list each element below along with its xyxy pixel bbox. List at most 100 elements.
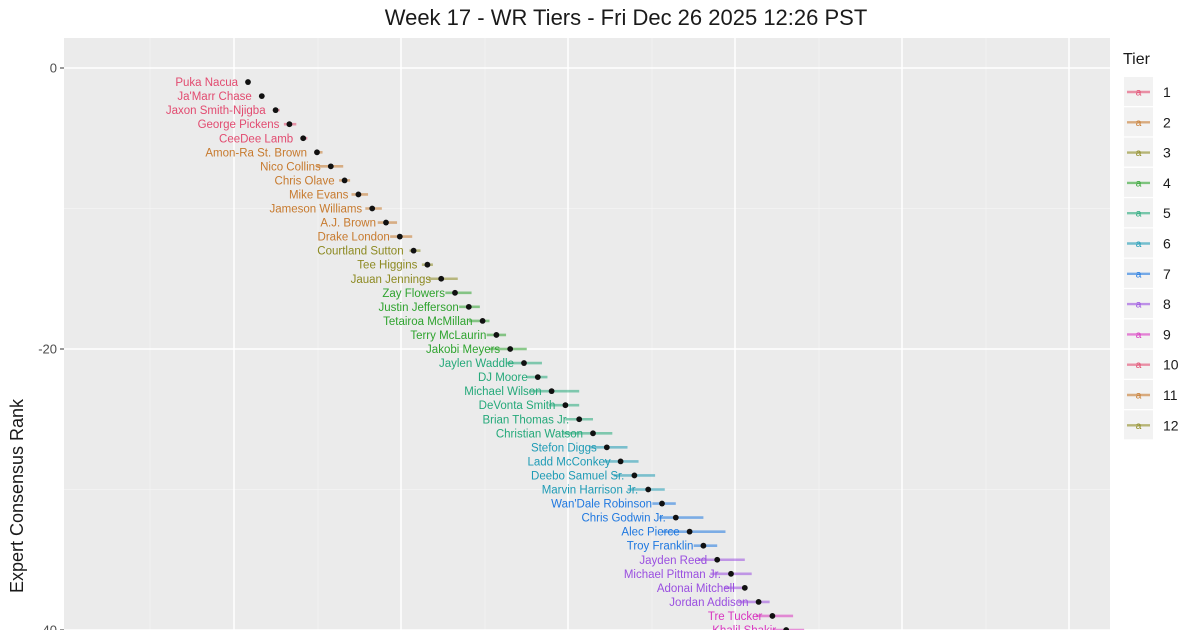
data-point [258,93,265,99]
data-point [741,584,748,591]
legend-key-glyph: a [1136,178,1142,189]
player-label: Jaylen Waddle [439,358,514,370]
player-label: Khalil Shakir [712,625,776,630]
data-point [783,627,790,630]
data-point [548,388,555,395]
chart-marks: Puka Nacua Ja'Marr Chase Jaxon Smith-Njigb… [166,77,805,630]
player-label: Terry McLaurin [410,330,486,342]
data-point [521,360,527,366]
player-label: Jaxon Smith-Njigba [166,105,266,117]
y-axis: 0 -20 -40 [38,61,64,630]
legend-label: 7 [1163,266,1171,282]
player-label: Puka Nacua [175,77,238,89]
legend-key-glyph: a [1136,300,1142,311]
legend-key-glyph: a [1136,239,1142,250]
data-point [355,191,362,198]
legend-key-glyph: a [1136,421,1142,432]
legend-key-glyph: a [1136,330,1142,341]
player-label: DJ Moore [478,372,528,384]
player-label: Adonai Mitchell [657,583,735,595]
chart-title: Week 17 - WR Tiers - Fri Dec 26 2025 12:… [385,5,868,30]
data-point [507,346,514,352]
data-point [327,163,334,170]
data-point [479,318,486,324]
player-label: Wan'Dale Robinson [551,499,652,511]
player-label: Zay Flowers [382,288,445,300]
legend-label: 5 [1163,205,1171,221]
data-point [272,107,279,114]
legend-label: 12 [1163,417,1179,433]
legend-key-glyph: a [1136,118,1142,129]
player-label: Marvin Harrison Jr. [542,485,639,497]
data-point [631,472,638,479]
player-label: Alec Pierce [621,527,679,539]
legend-label: 9 [1163,326,1171,342]
player-label: DeVonta Smith [479,400,556,412]
y-tick-label: 0 [50,61,57,76]
plot-panel [64,38,1110,630]
player-label: Ladd McConkey [527,456,610,468]
y-tick-label: -40 [38,623,57,630]
data-point [769,613,776,619]
legend-key-glyph: a [1136,88,1142,99]
player-label: Jordan Addison [669,597,748,609]
data-point [424,261,431,268]
data-point [314,149,320,156]
data-point [617,458,624,465]
legend-title: Tier [1123,51,1151,68]
legend-key-glyph: a [1136,360,1142,371]
player-label: A.J. Brown [320,218,376,230]
player-label: Mike Evans [289,189,349,201]
player-label: Tee Higgins [357,260,417,272]
player-label: Jameson Williams [270,204,363,216]
grid-minor [64,38,1110,630]
legend-key-glyph: a [1136,391,1142,402]
player-label: George Pickens [198,119,280,131]
legend-key-glyph: a [1136,209,1142,220]
player-label: Justin Jefferson [378,302,458,314]
data-point [493,332,500,338]
legend-label: 6 [1163,236,1171,252]
data-point [672,514,679,521]
player-label: Stefon Diggs [531,442,597,454]
data-point [300,135,307,142]
data-point [534,374,541,380]
player-label: Nico Collins [260,161,321,173]
data-point [659,500,665,507]
player-label: Troy Franklin [627,541,694,553]
player-label: Deebo Samuel Sr. [531,470,624,482]
player-label: Jayden Reed [639,555,707,567]
y-tick-label: -20 [38,342,57,357]
legend-label: 1 [1163,84,1171,100]
player-label: Jauan Jennings [351,274,432,286]
player-label: Michael Pittman Jr. [624,569,721,581]
player-label: Courtland Sutton [317,246,403,258]
legend-label: 2 [1163,114,1171,130]
player-label: Amon-Ra St. Brown [205,147,307,159]
data-point [755,599,762,605]
legend-key-glyph: a [1136,148,1142,159]
data-point [341,177,348,184]
legend-label: 4 [1163,175,1171,191]
data-point [438,275,445,282]
y-axis-title: Expert Consensus Rank [7,398,27,593]
legend-label: 10 [1163,357,1179,373]
data-point [700,542,707,549]
data-point [383,219,389,226]
data-point [245,79,251,85]
legend-label: 3 [1163,145,1171,161]
player-label: Jakobi Meyers [426,344,500,356]
player-label: CeeDee Lamb [219,133,293,145]
data-point [714,556,721,563]
grid-major [64,38,1110,630]
legend-label: 11 [1163,387,1178,403]
legend-label: 8 [1163,296,1171,312]
player-label: Ja'Marr Chase [177,91,251,103]
legend-key-glyph: a [1136,269,1142,280]
data-point [686,528,693,535]
player-label: Chris Olave [275,175,335,187]
data-point [645,486,652,493]
player-label: Christian Watson [496,428,583,440]
data-point [410,247,417,254]
